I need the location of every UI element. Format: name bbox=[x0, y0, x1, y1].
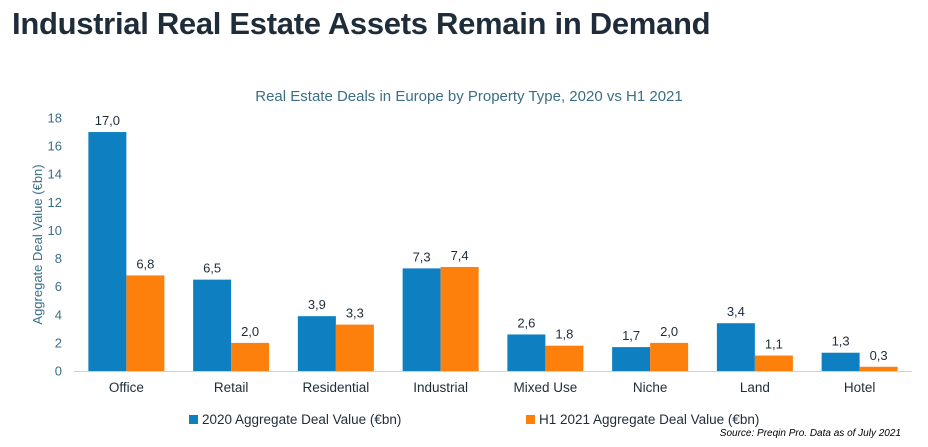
data-label: 6,5 bbox=[203, 261, 221, 276]
bar-h1-2021-industrial bbox=[440, 266, 479, 371]
data-label: 3,9 bbox=[308, 297, 326, 312]
x-category-label: Land bbox=[740, 380, 770, 395]
x-category-label: Industrial bbox=[413, 380, 468, 395]
data-label: 2,6 bbox=[517, 315, 535, 330]
data-label: 17,0 bbox=[95, 113, 120, 128]
chart-title: Real Estate Deals in Europe by Property … bbox=[255, 88, 682, 105]
legend-label: 2020 Aggregate Deal Value (€bn) bbox=[202, 412, 401, 427]
bar-h1-2021-niche bbox=[650, 342, 689, 371]
y-tick-label: 18 bbox=[48, 111, 62, 126]
data-label: 1,1 bbox=[765, 337, 783, 352]
bar-h1-2021-residential bbox=[335, 324, 374, 371]
x-category-label: Office bbox=[109, 380, 144, 395]
bar-2020-office bbox=[88, 132, 127, 371]
y-tick-label: 2 bbox=[55, 335, 62, 350]
data-label: 7,4 bbox=[451, 248, 469, 263]
x-category-label: Retail bbox=[214, 380, 249, 395]
y-tick-label: 16 bbox=[48, 139, 62, 154]
legend-swatch bbox=[189, 415, 198, 424]
bar-2020-mixed-use bbox=[507, 334, 546, 371]
legend-label: H1 2021 Aggregate Deal Value (€bn) bbox=[539, 412, 759, 427]
data-label: 6,8 bbox=[136, 256, 154, 271]
data-label: 2,0 bbox=[660, 324, 678, 339]
y-tick-label: 10 bbox=[48, 223, 62, 238]
data-label: 2,0 bbox=[241, 324, 259, 339]
y-tick-label: 0 bbox=[55, 364, 62, 379]
bar-2020-land bbox=[716, 323, 755, 371]
data-label: 0,3 bbox=[870, 348, 888, 363]
y-tick-label: 6 bbox=[55, 279, 62, 294]
page-title: Industrial Real Estate Assets Remain in … bbox=[12, 6, 711, 41]
y-tick-label: 14 bbox=[48, 167, 62, 182]
legend-swatch bbox=[526, 415, 535, 424]
x-category-label: Hotel bbox=[844, 380, 876, 395]
bar-2020-retail bbox=[193, 279, 232, 371]
bar-h1-2021-mixed-use bbox=[545, 345, 584, 371]
data-label: 1,7 bbox=[622, 328, 640, 343]
x-category-label: Niche bbox=[633, 380, 668, 395]
data-label: 7,3 bbox=[413, 249, 431, 264]
y-axis-title: Aggregate Deal Value (€bn) bbox=[30, 164, 45, 324]
x-category-label: Mixed Use bbox=[513, 380, 577, 395]
bar-2020-residential bbox=[297, 316, 336, 371]
data-label: 3,4 bbox=[727, 304, 745, 319]
bar-h1-2021-hotel bbox=[859, 366, 898, 371]
y-tick-label: 12 bbox=[48, 195, 62, 210]
data-label: 3,3 bbox=[346, 306, 364, 321]
bar-h1-2021-office bbox=[126, 275, 165, 371]
y-tick-label: 8 bbox=[55, 251, 62, 266]
bar-2020-hotel bbox=[821, 352, 860, 371]
bar-2020-niche bbox=[612, 347, 651, 371]
bar-h1-2021-land bbox=[754, 355, 793, 371]
x-category-label: Residential bbox=[302, 380, 369, 395]
bar-h1-2021-retail bbox=[231, 342, 270, 371]
bar-2020-industrial bbox=[402, 268, 441, 371]
data-label: 1,3 bbox=[832, 334, 850, 349]
data-label: 1,8 bbox=[555, 327, 573, 342]
y-tick-label: 4 bbox=[55, 307, 62, 322]
source-note: Source: Preqin Pro. Data as of July 2021 bbox=[720, 428, 901, 439]
